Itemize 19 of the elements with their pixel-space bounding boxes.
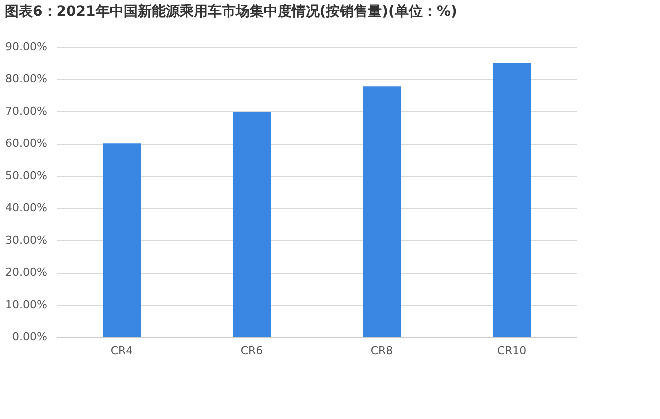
y-tick-label: 10.00% bbox=[6, 298, 48, 312]
y-tick-label: 70.00% bbox=[6, 104, 48, 118]
y-tick-label: 20.00% bbox=[6, 266, 48, 280]
y-tick-label: 80.00% bbox=[6, 72, 48, 86]
bar bbox=[233, 112, 271, 337]
y-tick-label: 0.00% bbox=[12, 330, 48, 344]
bar bbox=[103, 144, 141, 337]
x-tick-label: CR8 bbox=[370, 344, 394, 358]
y-tick-label: 50.00% bbox=[6, 169, 48, 182]
y-tick-label: 40.00% bbox=[6, 202, 48, 215]
x-tick-label: CR6 bbox=[240, 344, 264, 358]
y-tick-label: 90.00% bbox=[6, 40, 48, 54]
y-tick-label: 60.00% bbox=[6, 137, 48, 150]
chart-title: 图表6：2021年中国新能源乘用车市场集中度情况(按销售量)(单位：%) bbox=[5, 3, 458, 20]
bar bbox=[363, 86, 401, 337]
x-tick-label: CR4 bbox=[110, 344, 134, 358]
x-tick-label: CR10 bbox=[497, 344, 527, 358]
y-tick-label: 30.00% bbox=[6, 234, 48, 247]
bar bbox=[493, 63, 531, 337]
